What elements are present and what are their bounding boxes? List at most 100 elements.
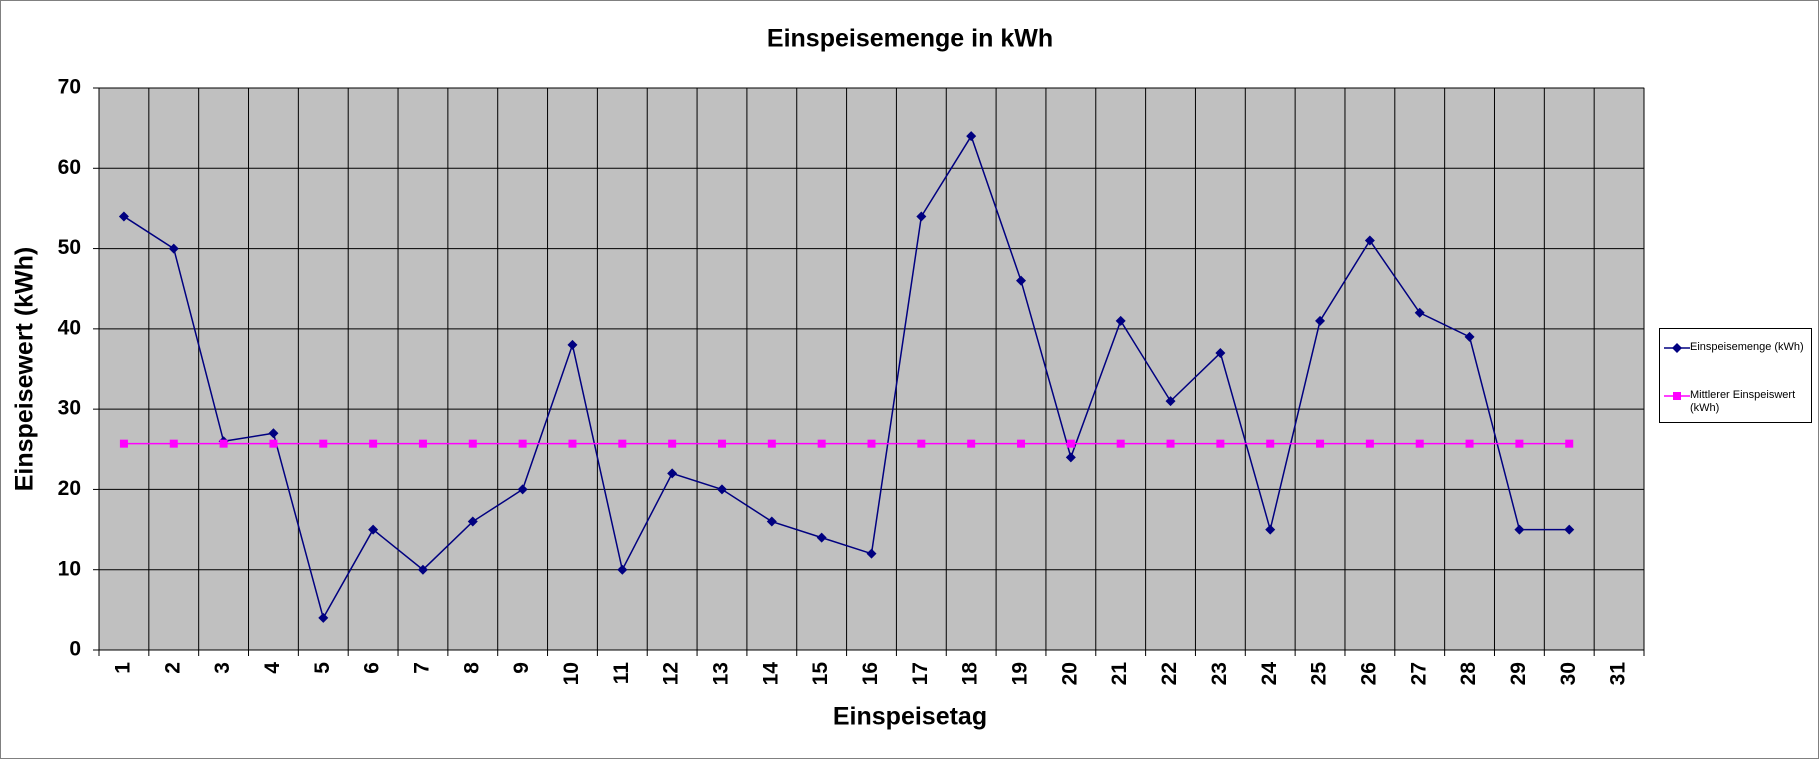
marker (668, 439, 677, 448)
x-tick-label: 19 (1009, 662, 1032, 685)
x-tick-label: 15 (809, 662, 832, 686)
marker (517, 484, 528, 495)
marker (1017, 439, 1026, 448)
y-tick-label: 50 (58, 236, 81, 259)
x-tick-label: 5 (311, 662, 334, 674)
marker (268, 428, 279, 439)
marker (1464, 331, 1475, 342)
marker (1266, 439, 1275, 448)
marker (1016, 275, 1027, 286)
x-tick-label: 7 (410, 662, 433, 674)
marker (168, 243, 179, 254)
marker (667, 468, 678, 479)
x-tick-label: 29 (1507, 662, 1530, 685)
x-tick-label: 28 (1457, 662, 1480, 686)
x-tick-label: 1 (111, 662, 134, 674)
x-tick-label: 18 (959, 662, 982, 686)
x-tick-label: 8 (460, 662, 483, 674)
marker (1672, 343, 1682, 353)
legend-item: Mittlerer Einspeiswert (kWh) (1664, 389, 1808, 415)
marker (118, 211, 129, 222)
marker (1365, 439, 1374, 448)
x-tick-label: 30 (1557, 662, 1580, 685)
x-tick-label: 27 (1407, 662, 1430, 685)
y-tick-label: 0 (69, 638, 81, 661)
marker (618, 439, 627, 448)
marker (1265, 524, 1276, 535)
x-tick-label: 6 (361, 662, 384, 674)
chart-title: Einspeisemenge in kWh (767, 25, 1053, 53)
marker (1514, 524, 1525, 535)
y-axis-label: Einspeisewert (kWh) (11, 247, 39, 492)
x-tick-label: 26 (1357, 662, 1380, 685)
marker (468, 439, 477, 448)
legend-label: Mittlerer Einspeiswert (kWh) (1690, 389, 1796, 414)
x-tick-label: 20 (1058, 662, 1081, 685)
marker (716, 484, 727, 495)
x-tick-label: 25 (1308, 662, 1331, 686)
marker (319, 439, 328, 448)
x-tick-label: 31 (1607, 662, 1630, 686)
plot-area (98, 87, 1645, 651)
marker (1216, 439, 1225, 448)
marker (767, 439, 776, 448)
y-tick-label: 70 (58, 76, 81, 99)
marker (567, 339, 578, 350)
marker (1066, 439, 1075, 448)
marker (1415, 439, 1424, 448)
x-axis-label: Einspeisetag (833, 703, 987, 731)
marker (916, 211, 927, 222)
marker (766, 516, 777, 527)
marker (1166, 439, 1175, 448)
marker (1565, 439, 1574, 448)
marker (467, 516, 478, 527)
x-tick-label: 22 (1158, 662, 1181, 685)
legend-icon (1664, 343, 1690, 353)
y-tick-label: 40 (58, 316, 81, 339)
marker (1364, 235, 1375, 246)
marker (817, 439, 826, 448)
marker (418, 439, 427, 448)
marker (568, 439, 577, 448)
marker (1165, 396, 1176, 407)
series-line (123, 134, 1570, 620)
marker (717, 439, 726, 448)
legend: Einspeisemenge (kWh) Mittlerer Einspeiswe… (1659, 328, 1812, 423)
marker (219, 439, 228, 448)
marker (1414, 307, 1425, 318)
marker (1065, 452, 1076, 463)
legend-item: Einspeisemenge (kWh) (1664, 341, 1808, 355)
x-tick-label: 24 (1258, 662, 1281, 686)
marker (1465, 439, 1474, 448)
marker (866, 548, 877, 559)
x-tick-label: 17 (909, 662, 932, 685)
marker (1215, 347, 1226, 358)
marker (1315, 315, 1326, 326)
marker (417, 564, 428, 575)
marker (1316, 439, 1325, 448)
x-tick-label: 12 (660, 662, 683, 685)
x-tick-label: 14 (759, 662, 782, 686)
x-tick-label: 16 (859, 662, 882, 685)
legend-icon (1664, 392, 1690, 400)
marker (1515, 439, 1524, 448)
marker (169, 439, 178, 448)
x-tick-label: 11 (610, 662, 633, 685)
x-tick-label: 23 (1208, 662, 1231, 685)
marker (816, 532, 827, 543)
marker (119, 439, 128, 448)
marker (1564, 524, 1575, 535)
marker (967, 439, 976, 448)
marker (318, 612, 329, 623)
marker (867, 439, 876, 448)
x-tick-label: 21 (1108, 662, 1131, 686)
marker (617, 564, 628, 575)
x-tick-label: 9 (510, 662, 533, 674)
marker (369, 439, 378, 448)
y-tick-label: 30 (58, 397, 81, 420)
y-tick-label: 10 (58, 557, 81, 580)
marker (966, 131, 977, 142)
y-tick-label: 60 (58, 156, 81, 179)
